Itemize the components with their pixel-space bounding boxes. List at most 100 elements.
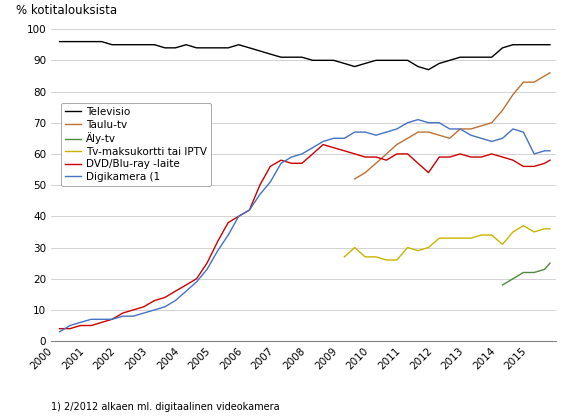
DVD/Blu-ray -laite [109, 317, 116, 322]
DVD/Blu-ray -laite [256, 183, 263, 188]
DVD/Blu-ray -laite [214, 239, 221, 244]
Digikamera (1 [183, 289, 189, 294]
Äly-tv [531, 270, 538, 275]
Digikamera (1 [352, 129, 358, 134]
DVD/Blu-ray -laite [520, 164, 527, 169]
DVD/Blu-ray -laite [510, 158, 517, 163]
DVD/Blu-ray -laite [352, 151, 358, 156]
Televisio [320, 58, 327, 63]
Televisio [98, 39, 105, 44]
Televisio [330, 58, 337, 63]
DVD/Blu-ray -laite [298, 161, 305, 166]
Digikamera (1 [499, 136, 506, 141]
Äly-tv [510, 276, 517, 281]
Televisio [183, 42, 189, 47]
DVD/Blu-ray -laite [151, 298, 158, 303]
Digikamera (1 [541, 148, 548, 153]
Televisio [256, 48, 263, 53]
Digikamera (1 [140, 310, 147, 315]
DVD/Blu-ray -laite [309, 151, 316, 156]
Digikamera (1 [309, 145, 316, 150]
Taulu-tv [362, 170, 369, 175]
Televisio [393, 58, 400, 63]
Line: Taulu-tv: Taulu-tv [355, 73, 550, 179]
DVD/Blu-ray -laite [278, 158, 285, 163]
Taulu-tv [404, 136, 411, 141]
Tv-maksukortti tai IPTV [446, 235, 453, 240]
DVD/Blu-ray -laite [341, 148, 348, 153]
Televisio [214, 45, 221, 50]
Televisio [488, 54, 495, 59]
Televisio [204, 45, 210, 50]
Digikamera (1 [478, 136, 485, 141]
Taulu-tv [467, 126, 474, 131]
Digikamera (1 [204, 267, 210, 272]
DVD/Blu-ray -laite [162, 295, 168, 300]
Digikamera (1 [77, 320, 84, 325]
Digikamera (1 [510, 126, 517, 131]
Tv-maksukortti tai IPTV [352, 245, 358, 250]
DVD/Blu-ray -laite [66, 326, 73, 331]
Legend: Televisio, Taulu-tv, Äly-tv, Tv-maksukortti tai IPTV, DVD/Blu-ray -laite, Digika: Televisio, Taulu-tv, Äly-tv, Tv-maksukor… [61, 103, 211, 186]
Televisio [162, 45, 168, 50]
Digikamera (1 [278, 161, 285, 166]
Digikamera (1 [425, 120, 432, 125]
DVD/Blu-ray -laite [246, 208, 253, 213]
Televisio [383, 58, 390, 63]
Tv-maksukortti tai IPTV [520, 223, 527, 228]
Digikamera (1 [373, 133, 379, 138]
Televisio [246, 45, 253, 50]
Digikamera (1 [547, 148, 553, 153]
Line: Tv-maksukortti tai IPTV: Tv-maksukortti tai IPTV [344, 225, 550, 260]
DVD/Blu-ray -laite [204, 260, 210, 265]
DVD/Blu-ray -laite [193, 276, 200, 281]
Digikamera (1 [362, 129, 369, 134]
DVD/Blu-ray -laite [288, 161, 295, 166]
Digikamera (1 [120, 314, 126, 319]
Televisio [56, 39, 63, 44]
Televisio [77, 39, 84, 44]
DVD/Blu-ray -laite [531, 164, 538, 169]
Taulu-tv [488, 120, 495, 125]
Televisio [541, 42, 548, 47]
Digikamera (1 [151, 307, 158, 312]
DVD/Blu-ray -laite [225, 220, 231, 225]
DVD/Blu-ray -laite [404, 151, 411, 156]
Televisio [235, 42, 242, 47]
Äly-tv [547, 260, 553, 265]
Digikamera (1 [320, 139, 327, 144]
DVD/Blu-ray -laite [393, 151, 400, 156]
Tv-maksukortti tai IPTV [510, 229, 517, 234]
Televisio [140, 42, 147, 47]
Taulu-tv [352, 176, 358, 181]
Text: 1) 2/2012 alkaen ml. digitaalinen videokamera: 1) 2/2012 alkaen ml. digitaalinen videok… [51, 402, 280, 412]
Tv-maksukortti tai IPTV [362, 254, 369, 260]
Televisio [288, 54, 295, 59]
Tv-maksukortti tai IPTV [373, 254, 379, 260]
Televisio [373, 58, 379, 63]
DVD/Blu-ray -laite [320, 142, 327, 147]
Digikamera (1 [267, 179, 274, 184]
Digikamera (1 [162, 304, 168, 309]
DVD/Blu-ray -laite [383, 158, 390, 163]
Televisio [425, 67, 432, 72]
Tv-maksukortti tai IPTV [414, 248, 421, 253]
DVD/Blu-ray -laite [373, 154, 379, 159]
Digikamera (1 [130, 314, 137, 319]
Digikamera (1 [393, 126, 400, 131]
Taulu-tv [520, 79, 527, 84]
Tv-maksukortti tai IPTV [478, 233, 485, 238]
Digikamera (1 [214, 248, 221, 253]
DVD/Blu-ray -laite [478, 154, 485, 159]
Digikamera (1 [56, 329, 63, 334]
DVD/Blu-ray -laite [235, 214, 242, 219]
Televisio [414, 64, 421, 69]
Tv-maksukortti tai IPTV [547, 226, 553, 231]
Tv-maksukortti tai IPTV [404, 245, 411, 250]
DVD/Blu-ray -laite [436, 154, 443, 159]
DVD/Blu-ray -laite [172, 289, 179, 294]
Digikamera (1 [98, 317, 105, 322]
Line: Televisio: Televisio [60, 42, 550, 69]
DVD/Blu-ray -laite [183, 282, 189, 287]
Digikamera (1 [235, 214, 242, 219]
